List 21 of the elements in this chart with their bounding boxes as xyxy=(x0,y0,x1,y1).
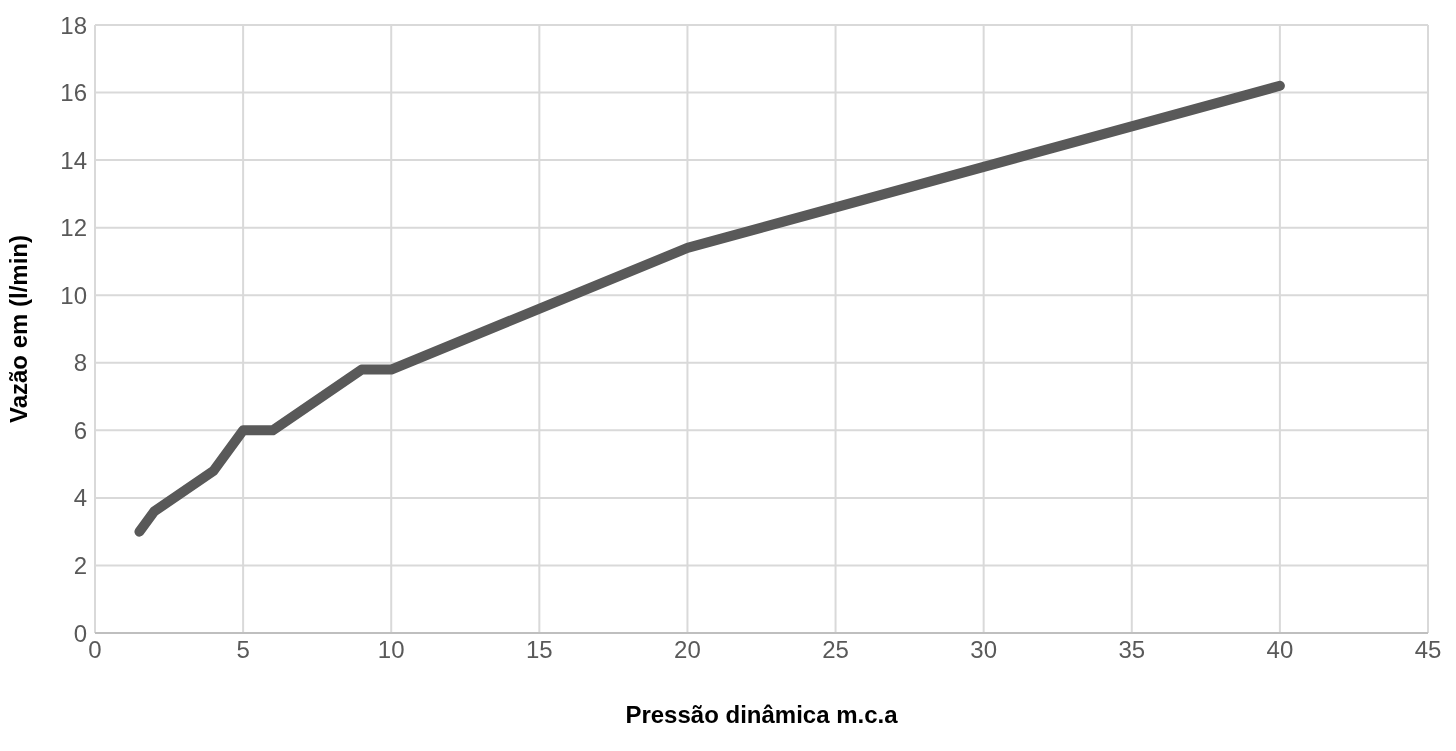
y-tick-label: 8 xyxy=(73,349,87,377)
y-tick-label: 10 xyxy=(60,281,87,309)
x-tick-label: 25 xyxy=(822,636,849,664)
x-tick-label: 15 xyxy=(525,636,553,664)
x-tick-label: 40 xyxy=(1266,636,1294,664)
y-tick-label: 14 xyxy=(60,146,87,174)
y-tick-label: 18 xyxy=(60,11,87,39)
x-tick-label: 20 xyxy=(674,636,701,664)
y-tick-label: 16 xyxy=(60,79,87,107)
x-tick-label: 45 xyxy=(1414,636,1442,664)
x-tick-label: 30 xyxy=(970,636,998,664)
y-tick-label: 12 xyxy=(60,214,87,242)
y-axis-title: Vazão em (l/min) xyxy=(4,234,32,424)
x-tick-label: 35 xyxy=(1118,636,1146,664)
x-tick-label: 10 xyxy=(377,636,405,664)
y-tick-label: 2 xyxy=(73,551,87,579)
y-tick-label: 4 xyxy=(73,484,87,512)
y-tick-label: 0 xyxy=(73,619,87,647)
x-tick-label: 5 xyxy=(236,636,250,664)
y-tick-label: 6 xyxy=(73,416,87,444)
x-axis-title: Pressão dinâmica m.c.a xyxy=(625,701,899,728)
